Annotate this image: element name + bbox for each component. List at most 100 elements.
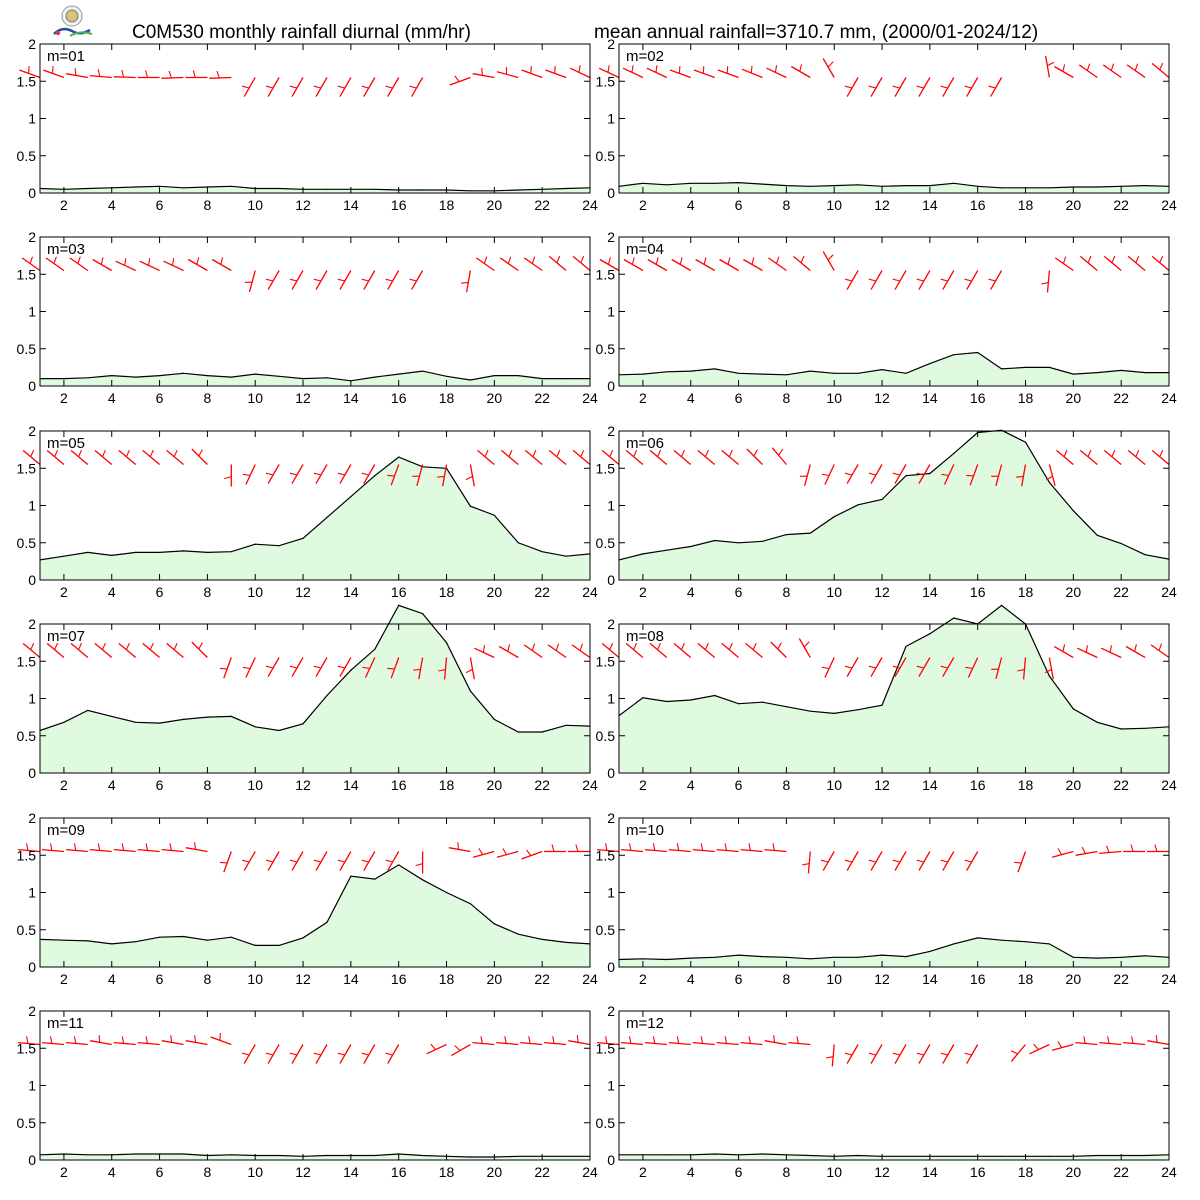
wind-barb-h14	[337, 77, 352, 97]
wind-barb-h10	[242, 464, 256, 485]
panel-month-label: m=04	[626, 241, 664, 258]
x-tick-label: 8	[203, 1164, 211, 1180]
wind-barb-h10	[241, 77, 256, 97]
y-tick-label: 1.5	[596, 653, 616, 669]
y-tick-label: 0	[28, 378, 36, 394]
wind-barb-h5	[695, 257, 716, 272]
x-tick-label: 8	[203, 584, 211, 600]
wind-barb-h1	[601, 449, 620, 465]
wind-barb-h1	[597, 1036, 620, 1046]
chart-title-left: C0M530 monthly rainfall diurnal (mm/hr)	[132, 22, 471, 43]
wind-barb-h16	[385, 77, 400, 97]
wind-barb-h1	[21, 256, 41, 272]
x-tick-label: 20	[487, 197, 503, 213]
wind-barb-h7	[745, 642, 763, 658]
wind-barb-h3	[649, 642, 668, 658]
x-tick-label: 4	[687, 777, 695, 793]
wind-barb-h3	[70, 642, 89, 658]
panel-month-label: m=08	[626, 628, 664, 645]
panel-m=05: 00.511.522 4 6 8 10 12 14 16 18 20 22 24m=05	[17, 423, 598, 600]
plot-frame	[39, 43, 591, 194]
x-tick-label: 24	[582, 777, 598, 793]
y-tick-label: 0.5	[17, 922, 37, 938]
x-tick-label: 2	[60, 971, 68, 987]
wind-barb-h12	[868, 77, 883, 97]
x-tick-label: 6	[735, 971, 743, 987]
x-tick-label: 2	[639, 777, 647, 793]
wind-barb-h20	[475, 256, 495, 272]
x-tick-label: 8	[782, 584, 790, 600]
wind-barb-h17	[409, 270, 424, 290]
x-tick-label: 20	[1066, 971, 1082, 987]
wind-barb-h6	[717, 66, 739, 79]
wind-barb-h16	[387, 657, 400, 679]
wind-barb-h2	[625, 449, 644, 465]
wind-barb-h1	[22, 642, 41, 658]
wind-barb-h7	[166, 642, 184, 658]
wind-barb-h15	[940, 1044, 955, 1064]
wind-barb-h21	[499, 256, 519, 272]
x-tick-label: 4	[108, 197, 116, 213]
wind-barb-h23	[1123, 844, 1146, 853]
wind-barb-h16	[385, 270, 400, 290]
x-tick-label: 20	[487, 971, 503, 987]
wind-barb-h22	[1099, 1036, 1122, 1046]
x-tick-label: 22	[534, 390, 550, 406]
x-tick-label: 4	[108, 390, 116, 406]
wind-barb-h12	[289, 464, 304, 484]
x-tick-label: 24	[582, 390, 598, 406]
x-tick-label: 4	[687, 1164, 695, 1180]
wind-barb-h4	[89, 69, 112, 79]
x-tick-label: 24	[582, 1164, 598, 1180]
wind-barb-h1	[598, 65, 620, 79]
y-tick-label: 2	[28, 810, 36, 826]
wind-barb-h12	[868, 1044, 883, 1064]
rainfall-area	[40, 457, 590, 580]
x-tick-label: 12	[874, 1164, 890, 1180]
wind-barb-h21	[496, 848, 519, 858]
panel-m=06: 00.511.522 4 6 8 10 12 14 16 18 20 22 24m=06	[596, 423, 1177, 600]
wind-barb-h11	[265, 77, 280, 97]
x-tick-label: 8	[203, 197, 211, 213]
x-tick-label: 10	[247, 197, 263, 213]
rainfall-area	[619, 352, 1169, 386]
wind-barb-h24	[1150, 643, 1170, 659]
wind-barb-h1	[601, 642, 620, 658]
x-tick-label: 16	[391, 1164, 407, 1180]
wind-barb-h11	[265, 657, 280, 677]
x-tick-label: 22	[534, 777, 550, 793]
x-tick-label: 12	[874, 197, 890, 213]
x-tick-label: 6	[156, 584, 164, 600]
x-tick-label: 20	[1066, 197, 1082, 213]
x-tick-label: 12	[874, 584, 890, 600]
x-tick-label: 4	[687, 971, 695, 987]
y-tick-label: 0.5	[596, 922, 616, 938]
x-tick-label: 22	[534, 1164, 550, 1180]
wind-barb-h24	[1151, 449, 1170, 465]
wind-barb-h14	[337, 270, 352, 290]
wind-barb-h6	[719, 257, 739, 272]
x-tick-label: 6	[735, 584, 743, 600]
x-tick-label: 20	[1066, 777, 1082, 793]
x-tick-label: 20	[487, 390, 503, 406]
panel-m=04: 00.511.522 4 6 8 10 12 14 16 18 20 22 24m=04	[596, 229, 1177, 406]
panel-month-label: m=12	[626, 1015, 664, 1032]
wind-barb-h9	[224, 464, 232, 487]
wind-barb-h11	[844, 1044, 859, 1064]
wind-barb-h14	[337, 851, 352, 871]
wind-barb-h7	[161, 70, 184, 79]
wind-barb-h9	[209, 70, 232, 79]
y-tick-label: 1	[28, 304, 36, 320]
wind-barb-h2	[620, 1036, 643, 1046]
wind-barb-h23	[1125, 644, 1146, 659]
panel-month-label: m=05	[47, 435, 85, 452]
x-tick-label: 18	[439, 971, 455, 987]
wind-barb-h6	[721, 449, 740, 465]
wind-barb-h9	[798, 638, 811, 658]
wind-barb-h2	[41, 843, 64, 853]
wind-barb-h3	[646, 65, 668, 79]
x-tick-label: 14	[922, 1164, 938, 1180]
x-tick-label: 14	[343, 971, 359, 987]
x-tick-label: 16	[391, 777, 407, 793]
x-tick-label: 8	[203, 777, 211, 793]
